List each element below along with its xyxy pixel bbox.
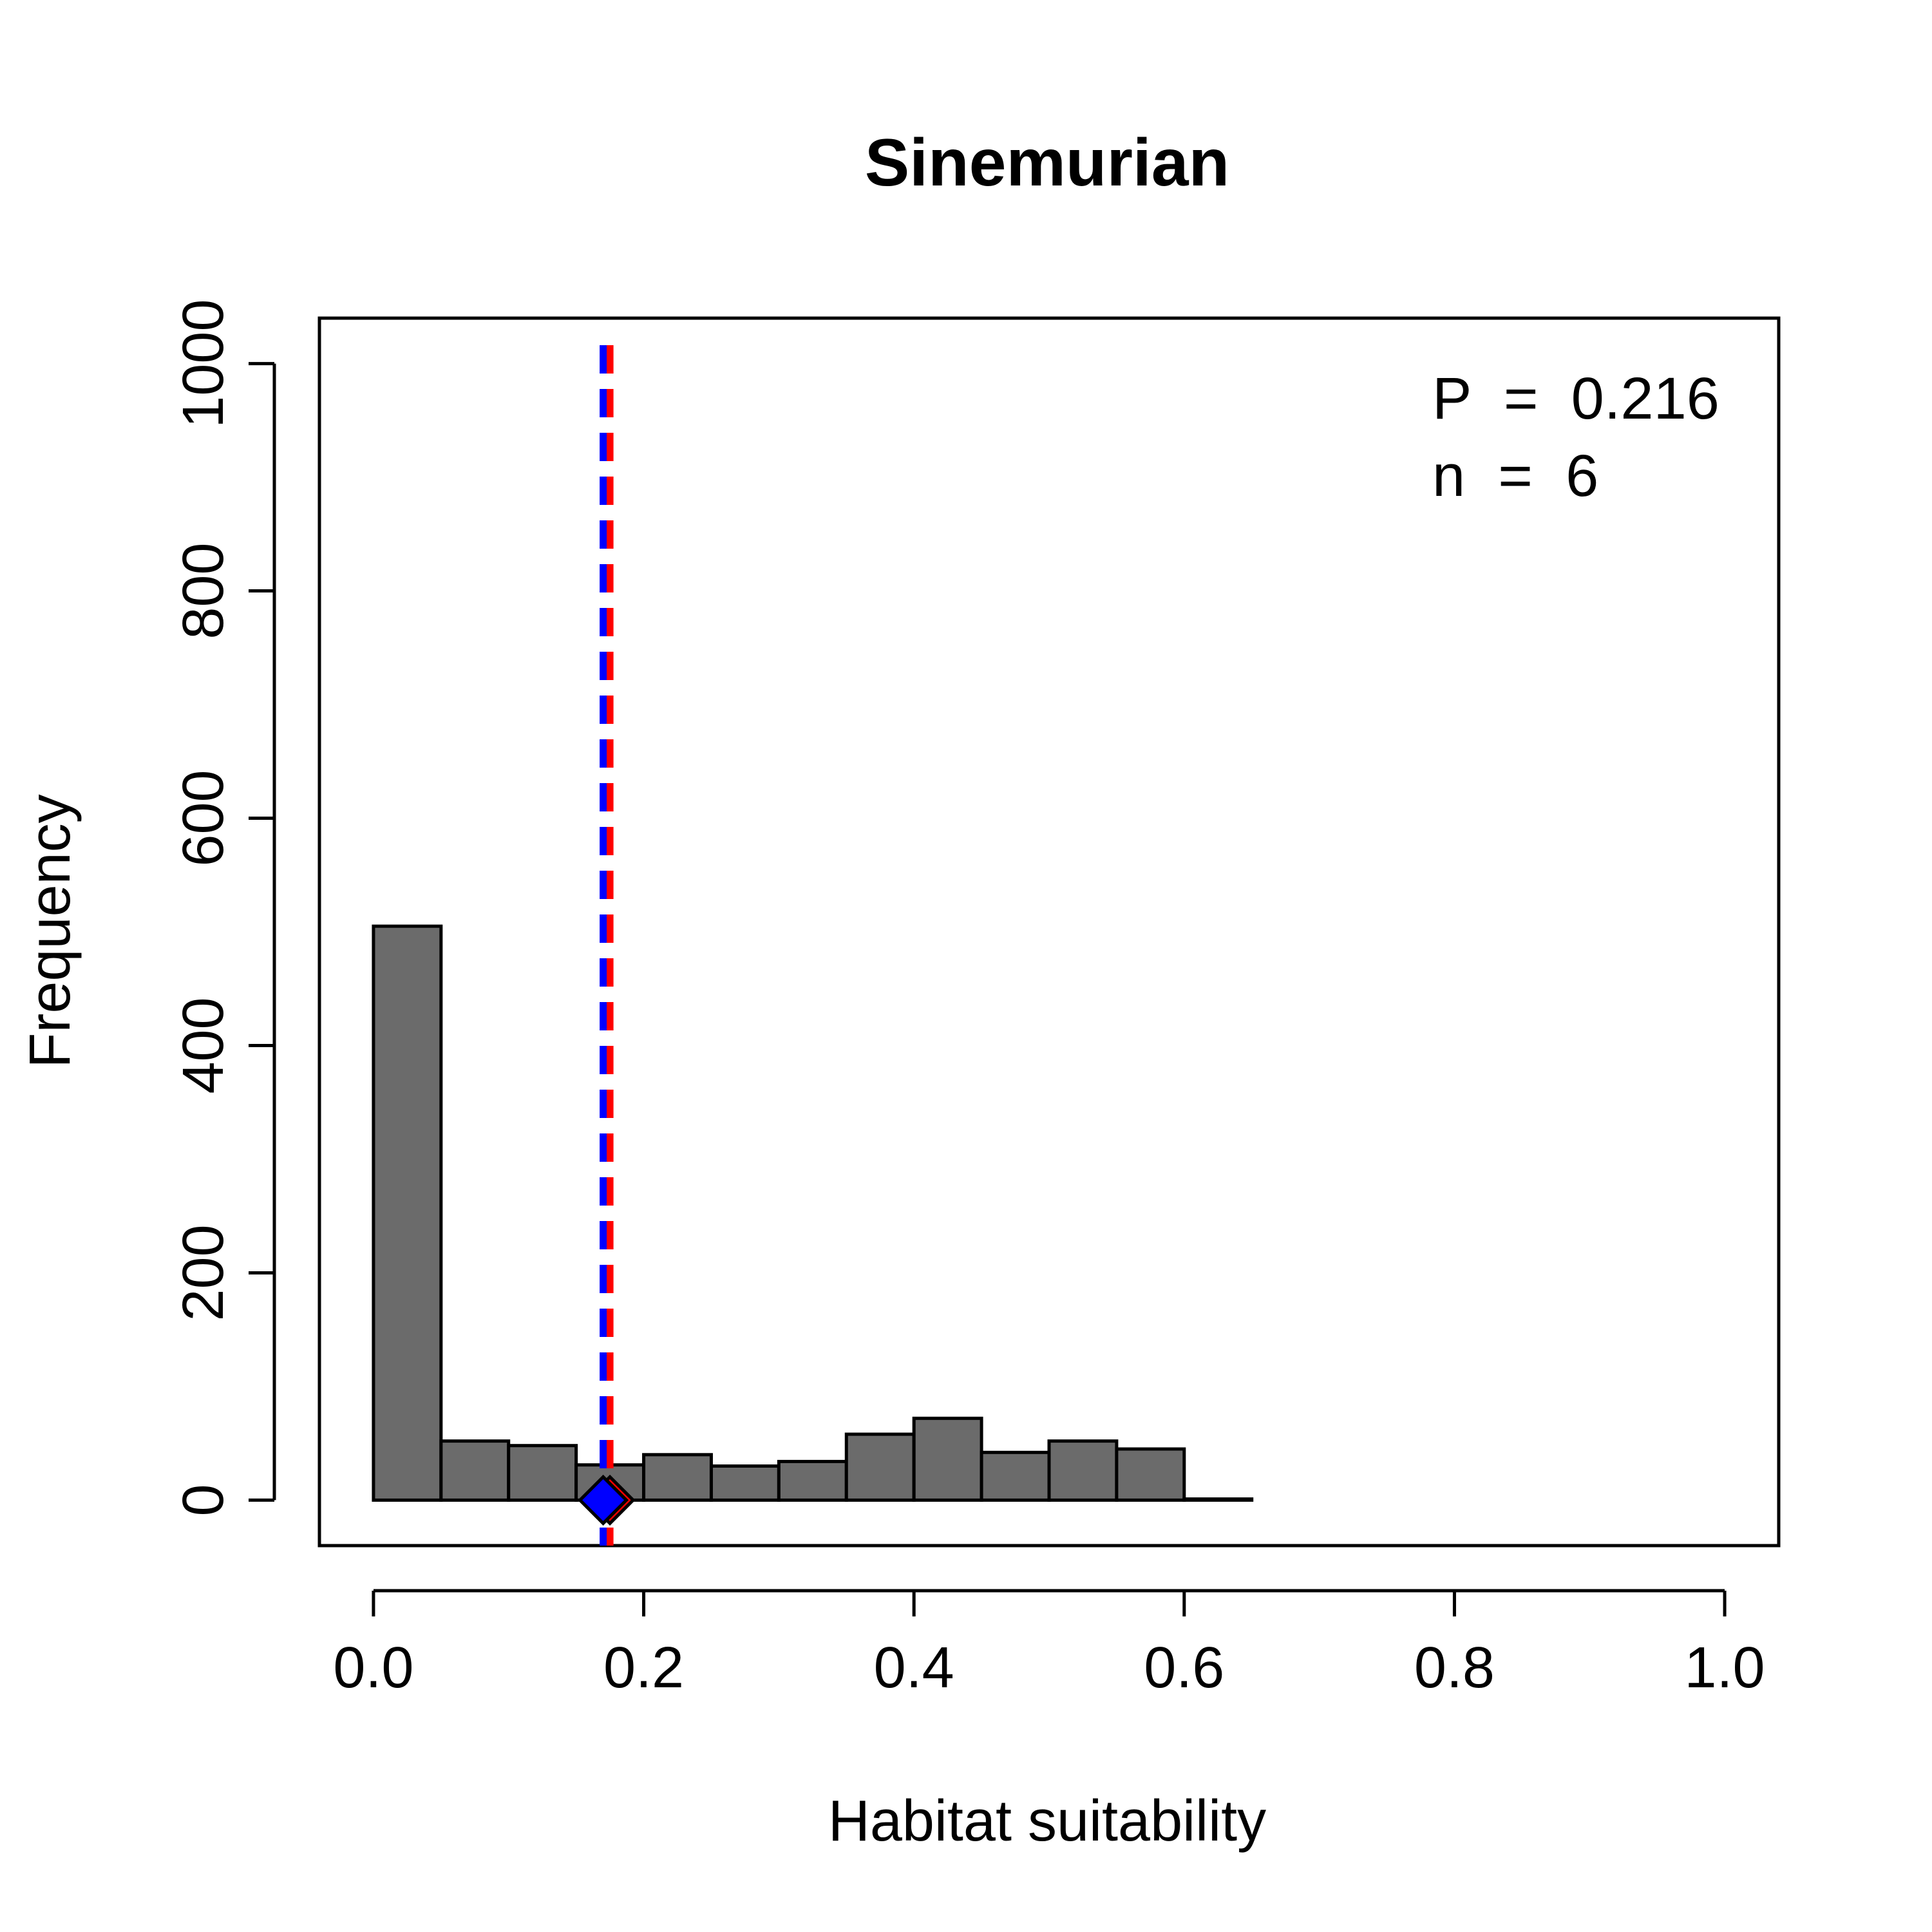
y-axis-label: Frequency [18, 794, 82, 1068]
x-tick-label: 0.2 [603, 1636, 684, 1700]
y-tick-label: 200 [171, 1224, 236, 1321]
x-axis-label: Habitat suitability [828, 1789, 1266, 1853]
x-tick-label: 0.6 [1144, 1636, 1224, 1700]
sample-size-annotation: n = 6 [1432, 443, 1598, 509]
x-tick-label: 0.0 [333, 1636, 413, 1700]
x-tick-label: 1.0 [1685, 1636, 1765, 1700]
histogram-bar [844, 1432, 916, 1502]
reference-lines [600, 345, 614, 1546]
y-axis: 0 200 400 600 800 1000 [171, 299, 276, 1516]
histogram-bar [709, 1464, 781, 1502]
x-tick-label: 0.8 [1414, 1636, 1495, 1700]
histogram-bar [777, 1459, 848, 1502]
histogram-bars [372, 924, 1254, 1502]
y-tick-label: 0 [171, 1484, 236, 1516]
y-tick-label: 800 [171, 542, 236, 639]
chart-title: Sinemurian [865, 126, 1229, 200]
y-tick-label: 400 [171, 997, 236, 1094]
histogram-bar [1182, 1497, 1254, 1502]
histogram-bar [507, 1444, 578, 1502]
histogram-bar [1115, 1447, 1186, 1502]
histogram-bar [372, 924, 443, 1502]
histogram-bar [439, 1439, 511, 1502]
blue-diamond-marker [578, 1474, 629, 1526]
histogram-bar [1047, 1439, 1119, 1502]
x-axis: 0.0 0.2 0.4 0.6 0.8 1.0 [333, 1589, 1765, 1700]
x-tick-label: 0.4 [874, 1636, 954, 1700]
histogram-bar [642, 1453, 713, 1502]
p-value-annotation: P = 0.216 [1432, 366, 1719, 431]
plot-frame [317, 316, 1781, 1548]
y-tick-label: 600 [171, 770, 236, 866]
histogram-bar [980, 1450, 1051, 1502]
reference-markers [578, 1474, 636, 1526]
histogram-bar [912, 1416, 983, 1502]
stats-annotations: P = 0.216 n = 6 [1432, 366, 1719, 509]
y-tick-label: 1000 [171, 299, 236, 428]
